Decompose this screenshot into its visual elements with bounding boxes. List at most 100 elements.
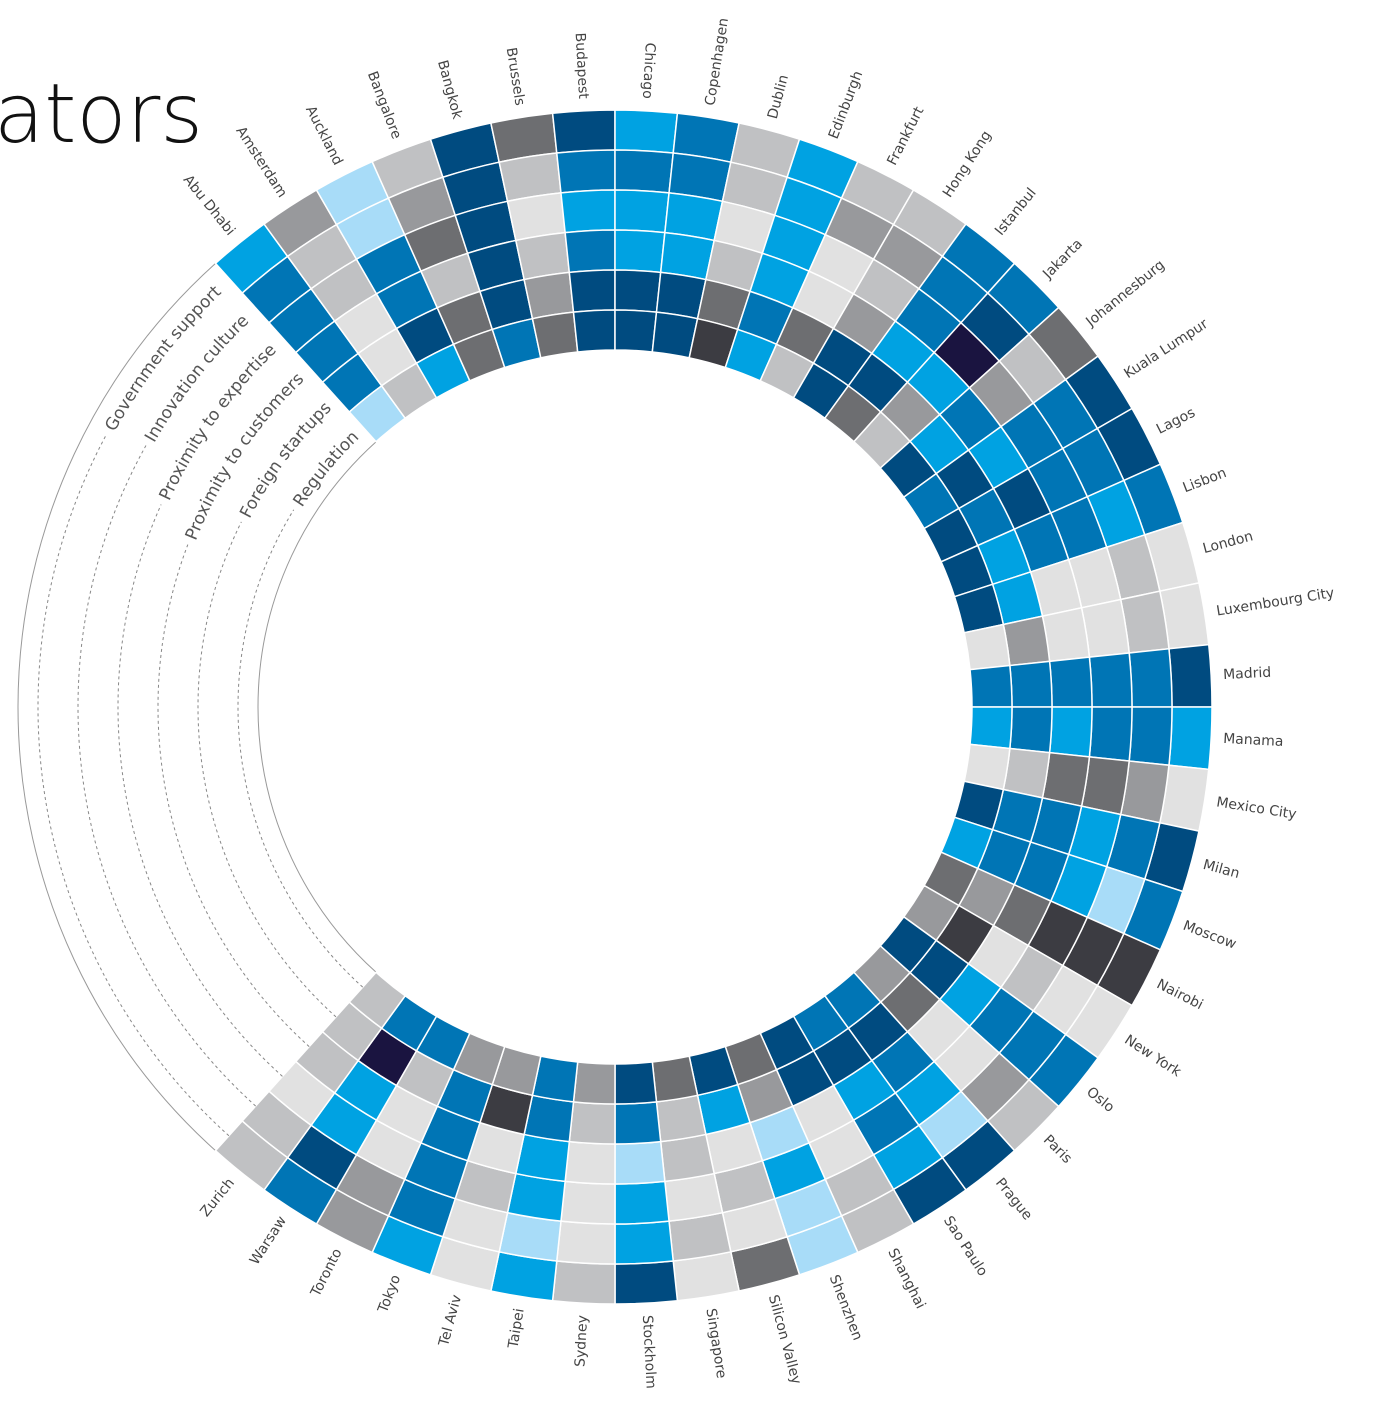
city-label: Dublin xyxy=(765,73,792,121)
heat-cell xyxy=(614,189,670,234)
heat-cell xyxy=(1048,656,1093,708)
heat-cell xyxy=(651,1055,699,1103)
heat-cell xyxy=(1041,606,1091,663)
heat-cell xyxy=(1128,706,1173,767)
heat-cell xyxy=(560,1180,616,1225)
city-label: Tokyo xyxy=(375,1273,404,1316)
heat-cell xyxy=(614,269,662,313)
city-label: Taipei xyxy=(505,1307,527,1350)
heat-cell xyxy=(1041,751,1091,808)
heat-cell xyxy=(1088,652,1133,708)
heat-cell xyxy=(659,231,716,281)
city-label: Chicago xyxy=(639,42,658,99)
city-label: London xyxy=(1201,528,1255,557)
inner-guide xyxy=(257,441,377,973)
heat-cell xyxy=(564,229,616,274)
city-label: Madrid xyxy=(1223,665,1272,683)
heat-cell xyxy=(531,311,579,359)
heat-cell xyxy=(614,109,679,154)
heat-cell xyxy=(1168,706,1213,771)
heat-cell xyxy=(1009,660,1053,708)
heat-cell xyxy=(614,1260,679,1305)
heat-cell xyxy=(348,971,407,1030)
city-label: Tel Aviv xyxy=(436,1293,465,1349)
city-label: Amsterdam xyxy=(232,124,290,201)
city-label: Frankfurt xyxy=(884,104,927,168)
city-label: Budapest xyxy=(572,32,591,99)
city-label: Jakarta xyxy=(1039,236,1086,283)
heat-cell xyxy=(551,109,616,154)
city-label: Silicon Valley xyxy=(765,1293,804,1386)
city-label: Shenzhen xyxy=(826,1273,866,1343)
city-label: Brussels xyxy=(503,46,528,106)
city-label: Johannesburg xyxy=(1082,257,1167,330)
city-label: Istanbul xyxy=(992,185,1040,239)
heat-cell xyxy=(560,189,616,234)
heat-cell xyxy=(1048,706,1093,758)
city-label: Milan xyxy=(1201,857,1241,882)
ring-dash xyxy=(117,504,283,1077)
city-label: Singapore xyxy=(702,1307,729,1379)
ring-dash xyxy=(77,445,257,1107)
city-label: Shanghai xyxy=(884,1246,928,1312)
ring-label-path xyxy=(44,293,222,1118)
heat-cell xyxy=(659,1133,716,1183)
ring-dash xyxy=(237,509,364,988)
city-label: Prague xyxy=(992,1175,1035,1223)
heat-cell xyxy=(1128,647,1173,708)
heat-cell xyxy=(555,1220,616,1265)
ring-dash xyxy=(197,521,337,1018)
city-label: New York xyxy=(1121,1032,1184,1081)
city-label: Sao Paulo xyxy=(940,1213,991,1279)
ring-label-path xyxy=(244,438,360,974)
heat-cell xyxy=(614,1101,662,1145)
city-label: Oslo xyxy=(1083,1084,1117,1116)
heat-cell xyxy=(614,1140,666,1185)
city-label: Luxembourg City xyxy=(1215,585,1335,619)
city-label: Paris xyxy=(1040,1132,1075,1167)
heat-cell xyxy=(655,1094,707,1143)
heat-cell xyxy=(963,623,1011,671)
heat-cell xyxy=(568,1101,616,1145)
chart-title: ators xyxy=(0,67,203,162)
heat-cell xyxy=(551,1260,616,1305)
heat-cell xyxy=(568,269,616,313)
heat-cell xyxy=(614,1061,658,1105)
city-label: Abu Dhabi xyxy=(180,172,238,239)
city-label: Toronto xyxy=(307,1246,345,1300)
city-label: Copenhagen xyxy=(702,17,732,107)
heat-cell xyxy=(514,1133,571,1183)
heat-cell xyxy=(555,149,616,194)
heat-cell xyxy=(1168,643,1213,708)
city-label: Lagos xyxy=(1154,405,1198,438)
heat-cell xyxy=(614,149,675,194)
city-label: Bangalore xyxy=(364,69,404,141)
heat-cell xyxy=(1088,706,1133,762)
city-label: Moscow xyxy=(1181,918,1239,953)
heat-cell xyxy=(614,1220,675,1265)
city-label: Edinburgh xyxy=(826,69,867,142)
heat-cell xyxy=(1009,706,1053,754)
city-label: Hong Kong xyxy=(940,128,995,201)
city-label: Nairobi xyxy=(1154,976,1206,1013)
heat-cell xyxy=(614,309,658,353)
city-label: Kuala Lumpur xyxy=(1121,316,1211,382)
city-label: Stockholm xyxy=(639,1315,659,1389)
heat-cell xyxy=(969,706,1013,750)
city-label: Warsaw xyxy=(247,1213,290,1268)
city-label: Sydney xyxy=(572,1315,591,1368)
city-label: Lisbon xyxy=(1181,465,1229,496)
city-label: Manama xyxy=(1223,731,1284,750)
ring-dash xyxy=(157,544,310,1047)
ring-dash xyxy=(37,434,230,1137)
heat-cell xyxy=(564,1140,616,1185)
heat-cell xyxy=(614,1180,670,1225)
heat-cell xyxy=(514,231,571,281)
heat-cell xyxy=(614,229,666,274)
heat-cell xyxy=(523,271,575,320)
city-label: Mexico City xyxy=(1215,794,1297,822)
heat-cell xyxy=(572,309,616,353)
ring-label-path xyxy=(124,351,277,1060)
city-label: Zurich xyxy=(197,1175,238,1220)
